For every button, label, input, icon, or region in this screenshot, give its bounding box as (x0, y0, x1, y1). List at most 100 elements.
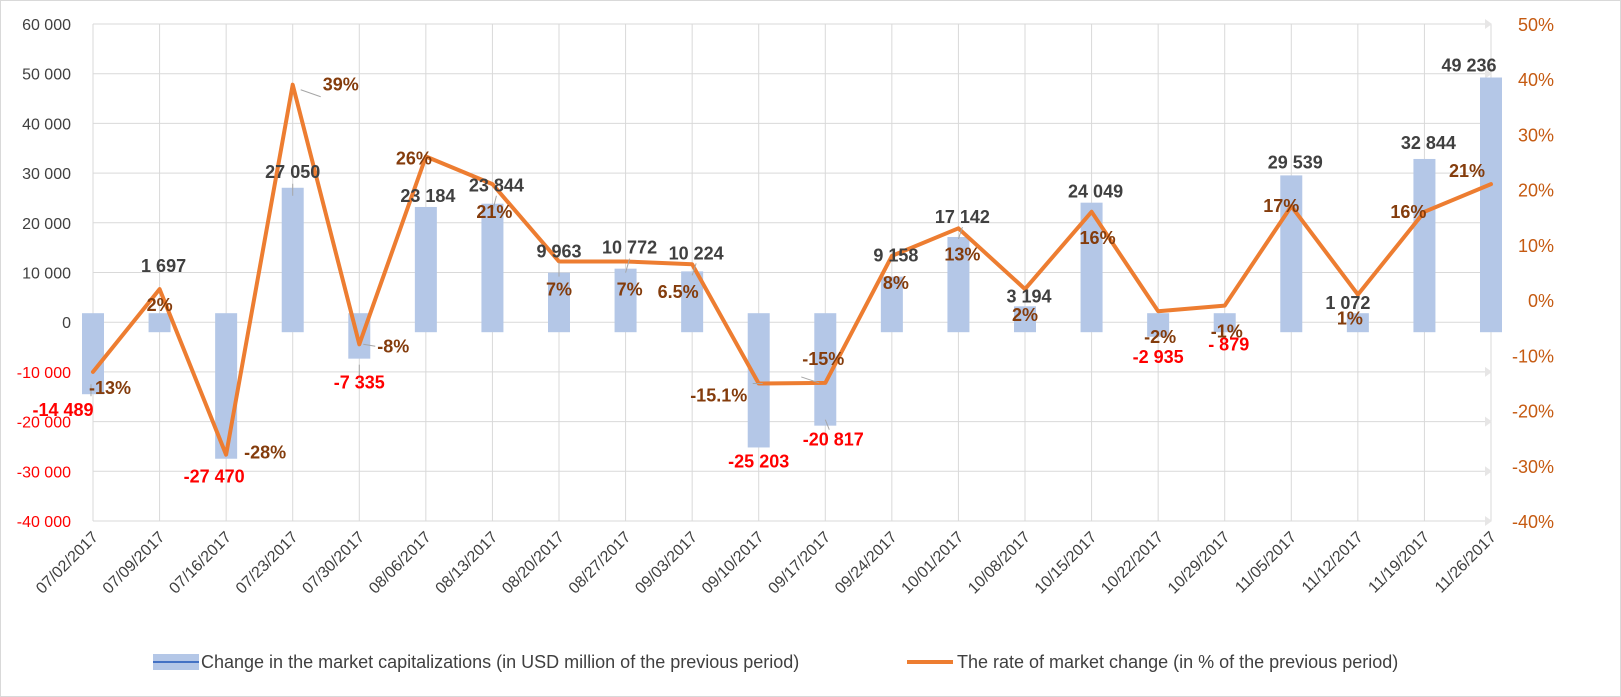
x-tick-label: 10/22/2017 (1098, 529, 1167, 598)
axes: 60 000 50 000 40 000 30 000 20 000 10 000 0 -10… (17, 15, 1554, 597)
y-left-tick-label: 20 000 (22, 216, 71, 233)
bar (1014, 306, 1036, 333)
legend-label-line: The rate of market change (in % of the p… (957, 651, 1399, 672)
x-tick-label: 08/13/2017 (433, 529, 502, 598)
bar (281, 187, 304, 333)
x-tick-label: 10/29/2017 (1165, 529, 1234, 598)
bar (1346, 313, 1369, 333)
bar-value-label: 1 697 (141, 256, 186, 276)
x-tick-label: 10/15/2017 (1032, 529, 1101, 598)
bar-series (82, 77, 1502, 459)
y-right-tick-label: 30% (1518, 125, 1554, 145)
rate-value-label: 39% (323, 75, 359, 95)
x-tick-label: 10/08/2017 (965, 529, 1034, 598)
x-tick-label: 07/09/2017 (100, 529, 169, 598)
legend-item-bars: Change in the market capitalizations (in… (153, 647, 799, 677)
rate-value-label: 21% (1449, 161, 1485, 181)
rate-value-label: 2% (1012, 305, 1038, 325)
bar-value-label: 24 049 (1068, 182, 1123, 202)
x-tick-label: 09/24/2017 (832, 529, 901, 598)
bar (681, 271, 704, 333)
bar (947, 237, 970, 333)
grid-end-marker (1485, 366, 1492, 377)
legend-swatch-bar (153, 654, 199, 670)
bar-value-label: 17 142 (935, 207, 990, 227)
legend: Change in the market capitalizations (in… (1, 647, 1620, 677)
bar-value-label: -20 817 (803, 430, 864, 450)
rate-value-label: -28% (244, 443, 286, 463)
bar-value-label: 27 050 (265, 162, 320, 182)
rate-value-label: 2% (147, 295, 173, 315)
y-left-tick-label: 10 000 (22, 266, 71, 283)
bar (148, 313, 171, 333)
bar-value-label: 32 844 (1401, 133, 1456, 153)
x-tick-label: 08/27/2017 (566, 529, 635, 598)
y-left-tick-label: -20 000 (17, 415, 71, 432)
leader-lines (90, 89, 963, 430)
bar-value-label: 1 072 (1325, 293, 1370, 313)
y-left-tick-label: 0 (62, 315, 71, 332)
grid-end-marker (1485, 466, 1492, 477)
bar-value-label: -27 470 (184, 467, 245, 487)
rate-value-label: 16% (1390, 202, 1426, 222)
x-tick-label: 08/20/2017 (499, 529, 568, 598)
x-tick-label: 11/19/2017 (1365, 529, 1433, 597)
bar-value-label: - 879 (1208, 335, 1249, 355)
bar (880, 276, 903, 333)
bar-label-leader (957, 226, 963, 240)
bar (814, 313, 837, 426)
rate-value-label: 1% (1337, 309, 1363, 329)
bar-label-leader (824, 419, 830, 430)
y-right-tick-label: 0% (1528, 291, 1554, 311)
x-tick-label: 11/26/2017 (1432, 529, 1500, 597)
rate-value-label: 7% (617, 279, 643, 299)
rate-value-label: 8% (883, 273, 909, 293)
y-left-tick-label: 60 000 (22, 17, 71, 34)
rate-label-leader (801, 376, 820, 384)
grid-end-marker (1485, 68, 1492, 79)
grid-end-marker (1485, 19, 1492, 29)
rate-value-label: -13% (89, 378, 131, 398)
rate-value-label: -15% (802, 349, 844, 369)
rate-value-label: 21% (476, 202, 512, 222)
bar (1413, 158, 1436, 333)
combo-chart: -14 489 1 697 -27 470 27 050 -7 335 23 184 23 … (17, 15, 1554, 597)
x-tick-label: 10/01/2017 (899, 529, 968, 598)
y-right-tick-label: -10% (1512, 346, 1554, 366)
bar-value-label: 9 158 (873, 246, 918, 266)
x-tick-label: 07/30/2017 (299, 529, 368, 598)
x-tick-label: 11/05/2017 (1232, 529, 1300, 597)
grid-end-marker (1485, 516, 1492, 526)
y-right-tick-label: 20% (1518, 181, 1554, 201)
bar-value-label: 23 184 (400, 186, 455, 206)
y-right-tick-label: -20% (1512, 402, 1554, 422)
bar-value-label: -7 335 (334, 373, 385, 393)
bar (1480, 77, 1502, 333)
x-tick-label: 09/03/2017 (632, 529, 701, 598)
bar (414, 206, 437, 333)
rate-value-label: -1% (1211, 322, 1243, 342)
bar (548, 272, 570, 333)
y-left-tick-label: -40 000 (17, 514, 71, 531)
rate-value-label: 6.5% (658, 282, 699, 302)
bar (1147, 313, 1170, 337)
legend-swatch-line (907, 660, 953, 664)
line-series (91, 82, 1493, 457)
bar-value-label: 3 194 (1006, 286, 1051, 306)
x-tick-label: 07/23/2017 (233, 529, 302, 598)
bar-value-label: 23 844 (469, 176, 524, 196)
x-tick-label: 09/10/2017 (699, 529, 768, 598)
legend-item-line: The rate of market change (in % of the p… (907, 647, 1398, 677)
bar-value-label: 10 772 (602, 238, 657, 258)
y-left-tick-label: -30 000 (17, 464, 71, 481)
rate-line (91, 82, 1493, 457)
rate-value-label: 17% (1263, 196, 1299, 216)
bar-value-label: -2 935 (1133, 347, 1184, 367)
rate-label-leader (300, 89, 321, 98)
y-right-tick-label: 50% (1518, 15, 1554, 35)
rate-value-label: 26% (396, 149, 432, 169)
y-right-tick-label: -40% (1512, 512, 1554, 532)
x-tick-label: 07/16/2017 (166, 529, 235, 598)
bar-value-label: 29 539 (1268, 152, 1323, 172)
bar-value-label: 49 236 (1441, 55, 1496, 75)
